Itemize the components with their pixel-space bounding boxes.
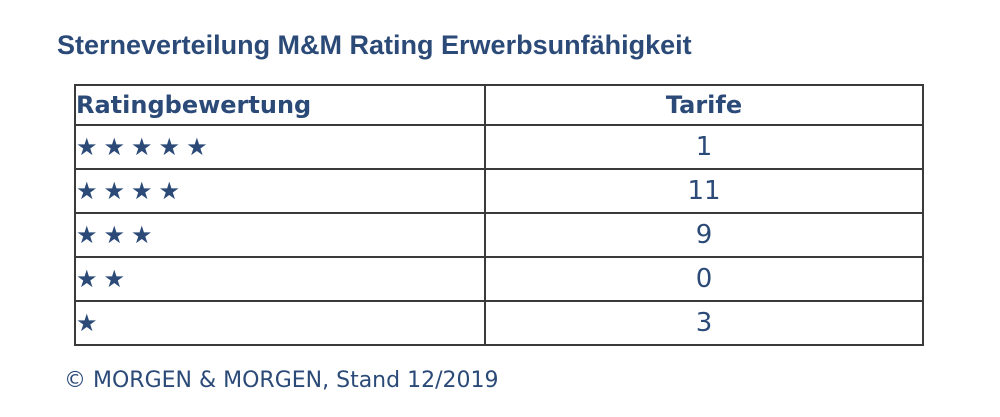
star-rating-1: ★: [74, 300, 486, 346]
tarife-count: 3: [484, 300, 924, 346]
rating-distribution-table: Ratingbewertung Tarife ★★★★★ 1 ★★★★ 11 ★…: [74, 84, 924, 346]
copyright-footer: © MORGEN & MORGEN, Stand 12/2019: [64, 368, 499, 393]
star-rating-3: ★★★: [74, 212, 486, 258]
star-rating-5: ★★★★★: [74, 124, 486, 170]
tarife-count: 9: [484, 212, 924, 258]
column-header-tarife: Tarife: [484, 84, 924, 126]
column-header-rating: Ratingbewertung: [74, 84, 486, 126]
table-row: ★★ 0: [74, 256, 924, 302]
tarife-count: 1: [484, 124, 924, 170]
table-row: ★★★ 9: [74, 212, 924, 258]
table-header-row: Ratingbewertung Tarife: [74, 84, 924, 126]
tarife-count: 0: [484, 256, 924, 302]
tarife-count: 11: [484, 168, 924, 214]
page-title: Sterneverteilung M&M Rating Erwerbsunfäh…: [57, 30, 692, 60]
star-rating-2: ★★: [74, 256, 486, 302]
table-row: ★★★★ 11: [74, 168, 924, 214]
star-rating-4: ★★★★: [74, 168, 486, 214]
table-row: ★★★★★ 1: [74, 124, 924, 170]
table-row: ★ 3: [74, 300, 924, 346]
